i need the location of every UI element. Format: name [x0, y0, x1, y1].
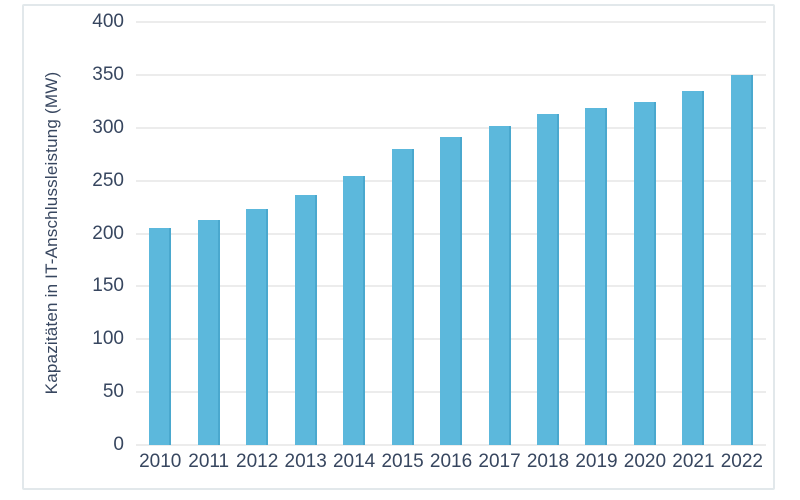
- x-axis-label: 2017: [478, 451, 521, 472]
- bar-slot: [427, 22, 475, 445]
- bar-2012: [246, 209, 269, 445]
- bar-2021: [682, 90, 705, 445]
- x-axis-label: 2013: [284, 451, 327, 472]
- bar-slot: [621, 22, 669, 445]
- y-axis-tick-label: 200: [92, 222, 124, 244]
- y-axis-tick-label: 0: [113, 434, 124, 455]
- bar-2011: [197, 219, 220, 445]
- bar-2022: [730, 74, 753, 445]
- plot-area: [136, 21, 766, 446]
- gridline: [136, 444, 766, 446]
- x-axis-labels: 2010 2011 2012 2013 2014 2015 2016 2017 2018 2019…: [136, 451, 766, 477]
- bar-slot: [184, 22, 232, 445]
- bar-2017: [488, 125, 511, 445]
- x-axis-label: 2018: [526, 451, 570, 472]
- bar-slot: [475, 22, 523, 445]
- y-axis-tick-label: 100: [92, 328, 124, 350]
- y-axis-tick-label: 250: [92, 169, 124, 191]
- x-axis-label: 2011: [188, 451, 230, 472]
- x-axis-label: 2020: [623, 451, 667, 472]
- gridline: [136, 126, 766, 129]
- bar-slot: [524, 22, 572, 445]
- bar-2016: [440, 137, 463, 445]
- bar-slot: [718, 22, 766, 445]
- bar-slot: [281, 22, 329, 445]
- bar-slot: [136, 22, 184, 445]
- y-axis-tick-label: 400: [92, 11, 124, 32]
- y-axis-tick-label: 50: [102, 381, 124, 403]
- bar-slot: [330, 22, 378, 445]
- y-axis-tick-label: 150: [92, 275, 124, 297]
- y-axis-ticks: 0 50 100 150 200 250 300 350 400: [40, 0, 124, 500]
- x-axis-label: 2010: [139, 451, 182, 472]
- bar-2019: [585, 107, 608, 445]
- bar-2015: [391, 148, 414, 445]
- bars: [136, 22, 766, 445]
- bar-slot: [572, 22, 620, 445]
- chart-frame: [22, 4, 775, 490]
- x-axis-label: 2015: [381, 451, 424, 472]
- x-axis-label: 2022: [720, 451, 763, 472]
- gridline: [136, 21, 766, 23]
- bar-2014: [343, 176, 366, 445]
- x-axis-label: 2019: [575, 451, 618, 472]
- bar-2018: [536, 114, 559, 445]
- x-axis-label: 2014: [332, 451, 376, 472]
- bar-2013: [294, 195, 317, 445]
- bar-2020: [633, 102, 656, 445]
- bar-slot: [669, 22, 717, 445]
- x-axis-label: 2021: [672, 451, 715, 472]
- bar-slot: [233, 22, 281, 445]
- y-axis-tick-label: 350: [92, 63, 124, 85]
- bar-2010: [149, 228, 172, 445]
- x-axis-label: 2016: [429, 451, 473, 472]
- gridline: [136, 73, 766, 76]
- bar-slot: [378, 22, 426, 445]
- y-axis-tick-label: 300: [92, 116, 124, 138]
- x-axis-label: 2012: [236, 451, 279, 472]
